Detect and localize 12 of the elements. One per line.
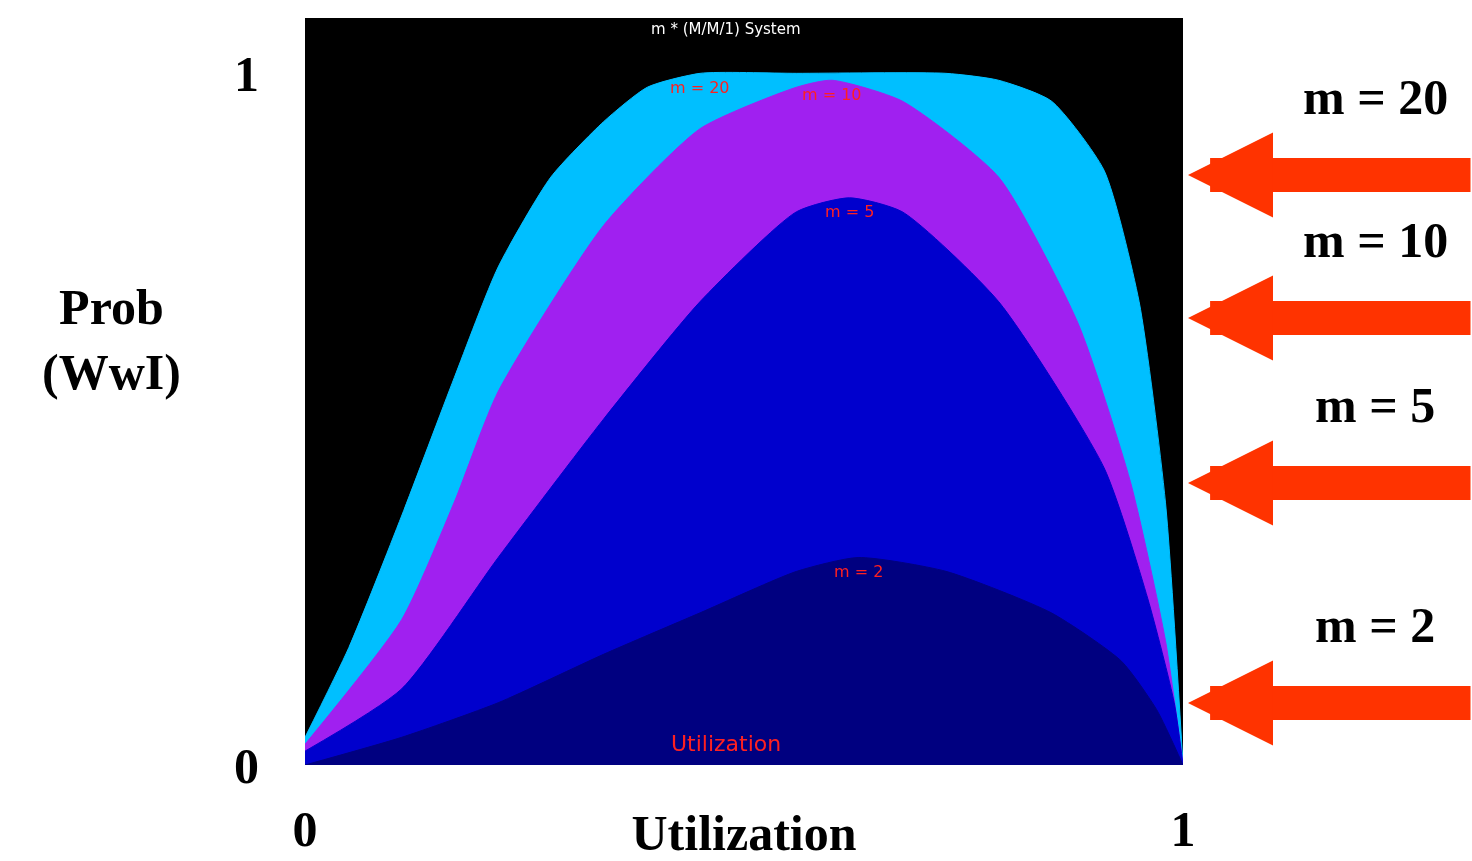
series-label: m = 10 bbox=[802, 85, 862, 104]
text: m = 5 bbox=[1315, 377, 1436, 433]
annotation: Utilization bbox=[671, 731, 782, 756]
series-label: m = 20 bbox=[670, 78, 730, 97]
y-axis-title: Prob (WwI) bbox=[42, 279, 181, 400]
chart-title: m * (M/M/1) System bbox=[651, 20, 801, 38]
text: m = 10 bbox=[1303, 212, 1449, 268]
series-label: m = 5 bbox=[825, 202, 875, 221]
text: m = 20 bbox=[1303, 69, 1449, 125]
text: m = 2 bbox=[1315, 597, 1436, 653]
x-axis-title: Utilization bbox=[631, 805, 857, 861]
series-label: m = 2 bbox=[834, 562, 884, 581]
